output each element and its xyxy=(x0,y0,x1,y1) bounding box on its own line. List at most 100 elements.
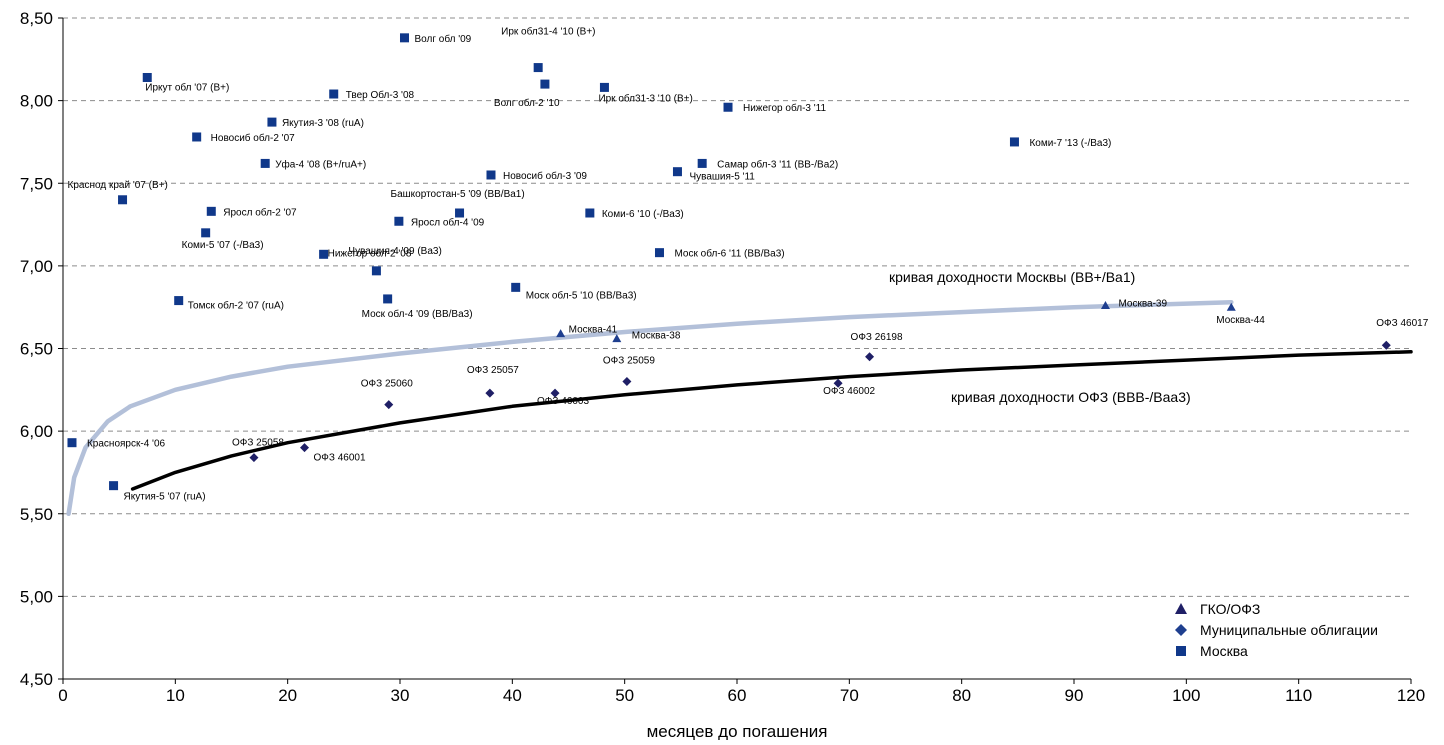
tick-label-x: 50 xyxy=(615,686,634,705)
point-label: ОФЗ 25058 xyxy=(232,438,284,449)
tick-label-x: 70 xyxy=(840,686,859,705)
marker-square xyxy=(697,158,707,168)
marker-square xyxy=(599,82,609,92)
point-label: ОФЗ 46003 xyxy=(537,396,589,407)
tick-label-x: 30 xyxy=(391,686,410,705)
point-label: Ирк обл31-4 '10 (B+) xyxy=(501,26,595,38)
point-label: ОФЗ 46002 xyxy=(823,386,875,397)
legend-entry: Муниципальные облигации xyxy=(1200,622,1378,638)
marker-diamond xyxy=(622,377,632,387)
tick-label-x: 100 xyxy=(1172,686,1200,705)
tick-label-y: 6,00 xyxy=(20,422,53,441)
tick-label-y: 7,00 xyxy=(20,257,53,276)
marker-diamond xyxy=(550,388,560,398)
point-label: Новосиб обл-2 '07 xyxy=(211,132,295,144)
marker-square xyxy=(192,132,202,142)
yield-curves xyxy=(66,299,1413,517)
point-label: ОФЗ 25059 xyxy=(603,356,655,367)
marker-square xyxy=(371,266,381,276)
marker-square xyxy=(118,195,128,205)
marker-square xyxy=(394,216,404,226)
point-label: Нижегор обл-2 '08 xyxy=(328,247,412,259)
tick-label-x: 110 xyxy=(1285,686,1312,705)
point-label: Москва-41 xyxy=(569,325,618,336)
marker-square xyxy=(672,167,682,177)
point-label: Москва-39 xyxy=(1118,299,1167,310)
point-label: Моск обл-5 '10 (BB/Ba3) xyxy=(526,289,637,301)
point-label: ОФЗ 46001 xyxy=(314,453,366,464)
marker-square xyxy=(174,296,184,306)
point-label: Волг обл-2 '10 xyxy=(494,97,560,109)
point-label: Ирк обл31-3 '10 (B+) xyxy=(598,92,692,104)
point-label: Краснод край '07 (B+) xyxy=(68,180,168,191)
point-label: Нижегор обл-3 '11 xyxy=(743,102,826,114)
point-label: Томск обл-2 '07 (ruA) xyxy=(188,300,284,312)
tick-label-x: 10 xyxy=(166,686,185,705)
tick-label-x: 60 xyxy=(728,686,747,705)
marker-triangle xyxy=(1175,603,1187,614)
tick-label-x: 90 xyxy=(1065,686,1084,705)
axes: 4,50 5,00 5,50 6,00 6,50 7,00 7,50 8,00 8,50 0 10 2… xyxy=(20,9,1425,705)
marker-square xyxy=(260,158,270,168)
point-label: ОФЗ 26198 xyxy=(851,332,903,343)
point-label: Коми-7 '13 (-/Ba3) xyxy=(1029,138,1111,149)
point-label: Якутия-3 '08 (ruA) xyxy=(282,118,364,129)
point-label: Волг обл '09 xyxy=(414,33,471,45)
point-label: Уфа-4 '08 (B+/ruA+) xyxy=(275,158,366,170)
marker-diamond xyxy=(833,378,843,388)
marker-square xyxy=(109,481,119,491)
point-label: ОФЗ 25060 xyxy=(361,379,413,390)
marker-diamond xyxy=(1381,340,1391,350)
marker-diamond xyxy=(485,388,495,398)
marker-square xyxy=(201,228,211,238)
point-label: Яросл обл-4 '09 xyxy=(411,216,485,228)
point-label: Красноярск-4 '06 xyxy=(87,439,166,450)
yield-curve-ofz xyxy=(130,350,1413,491)
point-label: Яросл обл-2 '07 xyxy=(223,206,297,218)
tick-label-y: 5,50 xyxy=(20,505,53,524)
tick-label-x: 0 xyxy=(58,686,67,705)
marker-square xyxy=(723,102,733,112)
marker-diamond xyxy=(249,453,259,463)
tick-label-y: 8,00 xyxy=(20,92,53,111)
point-label: Иркут обл '07 (B+) xyxy=(145,81,229,93)
point-label: Чувашия-5 '11 xyxy=(689,172,755,183)
marker-square xyxy=(533,63,543,73)
marker-diamond xyxy=(300,443,310,453)
marker-square xyxy=(540,79,550,89)
marker-square xyxy=(67,438,77,448)
point-label: Москва-38 xyxy=(632,331,681,342)
legend-entry: Москва xyxy=(1200,643,1248,659)
tick-label-y: 5,00 xyxy=(20,587,53,606)
data-points xyxy=(67,33,1391,491)
marker-square xyxy=(486,170,496,180)
marker-square xyxy=(329,89,339,99)
tick-label-y: 4,50 xyxy=(20,670,53,689)
marker-square xyxy=(267,117,277,127)
marker-square xyxy=(585,208,595,218)
point-label: Самар обл-3 '11 (BB-/Ba2) xyxy=(717,158,838,170)
point-label: Моск обл-4 '09 (BB/Ba3) xyxy=(362,308,473,320)
marker-square xyxy=(511,282,521,292)
point-label: ОФЗ 46017 xyxy=(1376,318,1428,329)
tick-label-y: 7,50 xyxy=(20,174,53,193)
point-label: Твер Обл-3 '08 xyxy=(346,89,415,101)
tick-label-y: 6,50 xyxy=(20,340,53,359)
point-label: Коми-6 '10 (-/Ba3) xyxy=(602,209,684,220)
yield-curve-moscow xyxy=(66,299,1234,517)
marker-square xyxy=(142,72,152,82)
marker-triangle xyxy=(612,334,622,343)
marker-square xyxy=(319,249,329,259)
point-label: Новосиб обл-3 '09 xyxy=(503,170,587,182)
point-label: Чувашия-4 '09 (Ba3) xyxy=(348,246,441,257)
marker-square xyxy=(654,248,664,258)
tick-label-x: 120 xyxy=(1397,686,1425,705)
tick-label-x: 20 xyxy=(278,686,297,705)
tick-label-y: 8,50 xyxy=(20,9,53,28)
point-label: ОФЗ 25057 xyxy=(467,365,519,376)
legend: ГКО/ОФЗ Муниципальные облигации Москва xyxy=(1175,601,1378,659)
point-label: Якутия-5 '07 (ruA) xyxy=(124,492,206,503)
marker-triangle xyxy=(1100,301,1110,310)
